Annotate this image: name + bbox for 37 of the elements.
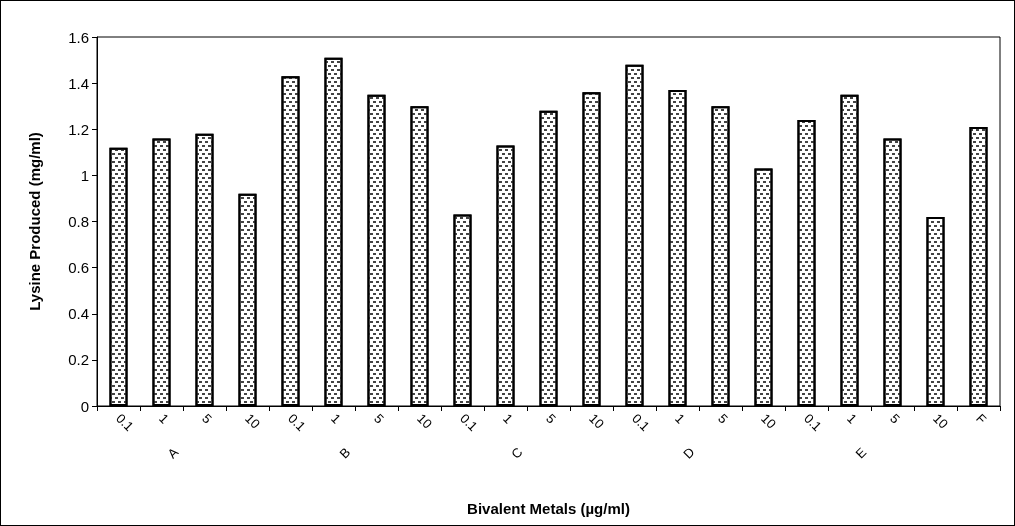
y-tick-label: 0.6	[68, 259, 89, 277]
text: C	[508, 444, 526, 462]
y-tick-label: 1.2	[68, 120, 89, 138]
x-tick-label: 1	[500, 410, 516, 427]
y-tick-label: 1.6	[68, 28, 89, 46]
x-tick-label: 10	[242, 410, 264, 432]
x-tick-label: 10	[930, 410, 952, 432]
y-tick-label: 0.8	[68, 213, 89, 230]
x-tick-label: 1	[844, 410, 860, 427]
x-tick-label: 5	[371, 410, 387, 427]
text: E	[852, 444, 870, 462]
x-tick-label: F	[973, 410, 990, 427]
x-tick-label: 0.1	[457, 410, 481, 435]
y-tick-label: 1.4	[68, 74, 89, 92]
y-tick-label: 0.4	[68, 305, 89, 323]
y-tick-label: 0.2	[68, 351, 89, 369]
x-tick-label: 1	[328, 410, 344, 427]
text: B	[336, 444, 354, 462]
x-tick-label: 5	[887, 410, 903, 427]
x-tick-label: 0.1	[629, 410, 653, 435]
x-tick-label: 0.1	[285, 410, 309, 435]
x-tick-label: 1	[672, 410, 688, 427]
x-tick-label: 10	[758, 410, 780, 432]
x-tick-label: 10	[414, 410, 436, 432]
text: D	[680, 444, 698, 462]
y-tick-label: 0	[80, 397, 89, 415]
x-tick-label: 5	[543, 410, 559, 427]
x-tick-label: 10	[586, 410, 608, 432]
y-axis-title: Lysine Produced (mg/ml)	[26, 132, 43, 311]
x-tick-label: 1	[156, 410, 172, 427]
x-axis-title: Bivalent Metals (µg/ml)	[467, 500, 630, 517]
x-tick-label: 5	[199, 410, 215, 427]
text: A	[164, 444, 182, 462]
y-tick-label: 1	[80, 166, 89, 184]
x-tick-label: 0.1	[801, 410, 825, 435]
x-tick-label: 5	[715, 410, 731, 427]
x-tick-label: 0.1	[113, 410, 137, 435]
